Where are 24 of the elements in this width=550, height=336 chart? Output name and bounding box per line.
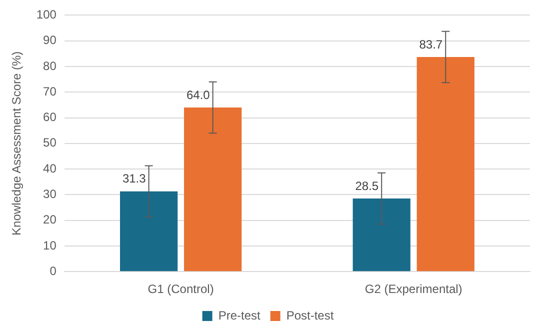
y-tick-label: 80: [43, 58, 57, 73]
y-tick-label: 0: [50, 264, 57, 278]
y-tick-label: 60: [43, 110, 57, 124]
bar: [184, 108, 242, 272]
y-tick-label: 20: [43, 212, 57, 227]
legend-label: Post-test: [286, 308, 334, 322]
bar: [416, 56, 474, 272]
bar: [352, 198, 410, 272]
y-tick-label: 50: [43, 136, 57, 150]
data-label: 28.5: [355, 178, 379, 193]
data-label: 83.7: [419, 37, 443, 52]
legend-label: Pre-test: [218, 308, 261, 322]
bar: [120, 191, 178, 272]
data-label: 64.0: [186, 88, 210, 102]
y-tick-label: 90: [43, 33, 57, 48]
x-tick-label: G2 (Experimental): [364, 282, 462, 296]
y-tick-label: 100: [36, 8, 57, 22]
y-tick-label: 40: [43, 161, 57, 176]
x-tick-label: G1 (Control): [148, 282, 214, 296]
y-tick-label: 70: [43, 84, 57, 98]
data-label: 31.3: [122, 172, 146, 186]
y-tick-label: 10: [43, 238, 57, 252]
y-tick-label: 30: [43, 186, 57, 201]
y-axis-title: Knowledge Assessment Score (%): [10, 51, 24, 236]
